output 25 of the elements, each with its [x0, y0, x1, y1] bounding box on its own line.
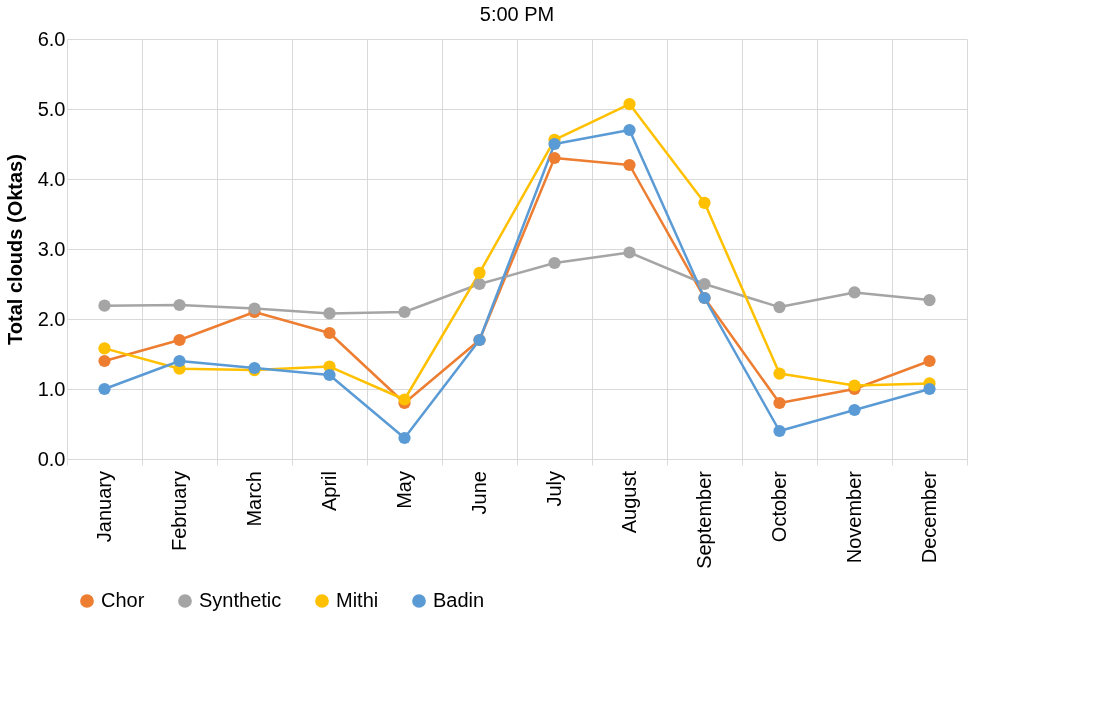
x-tick-label: April: [317, 471, 340, 512]
legend-label: Mithi: [336, 589, 379, 611]
chart-title: 5:00 PM: [479, 3, 555, 25]
x-tick-label: September: [692, 470, 715, 569]
x-tick-label: October: [767, 470, 790, 543]
y-axis-title: Total clouds (Oktas): [3, 154, 26, 345]
legend-label: Chor: [101, 589, 145, 611]
y-tick-label: 4.0: [37, 167, 66, 190]
x-tick-label: May: [392, 471, 415, 509]
x-tick-label: November: [842, 470, 865, 564]
y-tick-label: 6.0: [37, 27, 66, 50]
x-tick-label: February: [167, 471, 190, 552]
y-tick-label: 3.0: [37, 237, 66, 260]
y-tick-label: 5.0: [37, 97, 66, 120]
x-tick-label: June: [467, 471, 490, 515]
legend-label: Synthetic: [199, 589, 282, 611]
x-tick-label: March: [242, 471, 265, 527]
x-tick-label: January: [92, 471, 115, 543]
legend-label: Badin: [433, 589, 485, 611]
y-tick-label: 1.0: [37, 377, 66, 400]
x-tick-label: August: [617, 470, 640, 534]
x-tick-label: July: [542, 471, 565, 507]
x-tick-label: December: [917, 470, 940, 564]
y-tick-label: 0.0: [37, 447, 66, 470]
y-tick-label: 2.0: [37, 307, 66, 330]
